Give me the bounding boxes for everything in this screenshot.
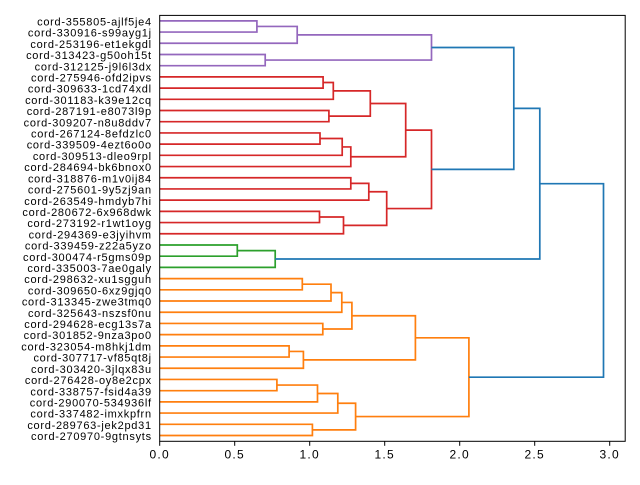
svg-text:cord-325643-nszsf0nu: cord-325643-nszsf0nu	[28, 308, 152, 320]
svg-text:cord-335003-7ae0galy: cord-335003-7ae0galy	[27, 263, 151, 275]
svg-text:cord-276428-oy8e2cpx: cord-276428-oy8e2cpx	[25, 375, 152, 387]
svg-text:cord-284694-bk6bnox0: cord-284694-bk6bnox0	[24, 162, 152, 174]
svg-text:cord-300474-r5gms09p: cord-300474-r5gms09p	[23, 252, 152, 264]
svg-text:cord-312125-j9l6l3dx: cord-312125-j9l6l3dx	[35, 61, 152, 73]
svg-text:cord-275946-ofd2ipvs: cord-275946-ofd2ipvs	[31, 72, 152, 84]
svg-text:cord-294369-e3jyihvm: cord-294369-e3jyihvm	[29, 229, 152, 241]
svg-text:cord-280672-6x968dwk: cord-280672-6x968dwk	[22, 207, 151, 219]
svg-text:cord-267124-8efdzlc0: cord-267124-8efdzlc0	[31, 129, 152, 141]
svg-text:cord-307717-vf85qt8j: cord-307717-vf85qt8j	[33, 353, 151, 365]
svg-text:1.0: 1.0	[300, 448, 320, 462]
svg-text:cord-355805-ajlf5je4: cord-355805-ajlf5je4	[37, 16, 152, 28]
svg-text:cord-263549-hmdyb7hi: cord-263549-hmdyb7hi	[24, 196, 152, 208]
svg-text:0.5: 0.5	[225, 448, 245, 462]
svg-text:2.5: 2.5	[525, 448, 545, 462]
svg-text:cord-301852-9nza3po0: cord-301852-9nza3po0	[24, 330, 152, 342]
svg-text:cord-338757-fsid4a39: cord-338757-fsid4a39	[30, 386, 151, 398]
svg-text:cord-309633-1cd74xdl: cord-309633-1cd74xdl	[28, 84, 152, 96]
svg-text:cord-287191-e8073l9p: cord-287191-e8073l9p	[27, 106, 152, 118]
svg-text:cord-323054-m8hkj1dm: cord-323054-m8hkj1dm	[21, 341, 152, 353]
svg-text:3.0: 3.0	[600, 448, 620, 462]
svg-text:cord-270970-9gtnsyts: cord-270970-9gtnsyts	[31, 431, 152, 443]
svg-text:cord-303420-3jlqx83u: cord-303420-3jlqx83u	[31, 364, 152, 376]
svg-text:cord-289763-jek2pd31: cord-289763-jek2pd31	[27, 420, 151, 432]
svg-text:cord-318876-m1v0ij84: cord-318876-m1v0ij84	[28, 173, 152, 185]
svg-text:cord-294628-ecg13s7a: cord-294628-ecg13s7a	[24, 319, 152, 331]
svg-text:cord-339509-4ezt6o0o: cord-339509-4ezt6o0o	[27, 140, 152, 152]
svg-text:cord-298632-xu1sgguh: cord-298632-xu1sgguh	[24, 274, 152, 286]
svg-text:cord-309207-n8u8ddv7: cord-309207-n8u8ddv7	[24, 117, 152, 129]
svg-text:cord-290070-534936lf: cord-290070-534936lf	[30, 397, 152, 409]
svg-text:cord-339459-z22a5yzo: cord-339459-z22a5yzo	[25, 241, 152, 253]
svg-text:0.0: 0.0	[150, 448, 170, 462]
svg-text:1.5: 1.5	[375, 448, 395, 462]
svg-text:cord-309650-6xz9gjq0: cord-309650-6xz9gjq0	[28, 285, 152, 297]
svg-text:cord-301183-k39e12cq: cord-301183-k39e12cq	[25, 95, 152, 107]
svg-text:cord-273192-r1wt1oyg: cord-273192-r1wt1oyg	[27, 218, 151, 230]
svg-text:cord-275601-9y5zj9an: cord-275601-9y5zj9an	[28, 185, 152, 197]
svg-text:cord-313345-zwe3tmq0: cord-313345-zwe3tmq0	[22, 297, 152, 309]
svg-text:2.0: 2.0	[450, 448, 470, 462]
svg-text:cord-309513-dleo9rpl: cord-309513-dleo9rpl	[33, 151, 152, 163]
svg-text:cord-337482-imxkpfrn: cord-337482-imxkpfrn	[30, 409, 151, 421]
svg-text:cord-313423-g50oh15t: cord-313423-g50oh15t	[26, 50, 152, 62]
svg-text:cord-253196-et1ekgdl: cord-253196-et1ekgdl	[30, 39, 151, 51]
svg-text:cord-330916-s99ayg1j: cord-330916-s99ayg1j	[28, 28, 152, 40]
